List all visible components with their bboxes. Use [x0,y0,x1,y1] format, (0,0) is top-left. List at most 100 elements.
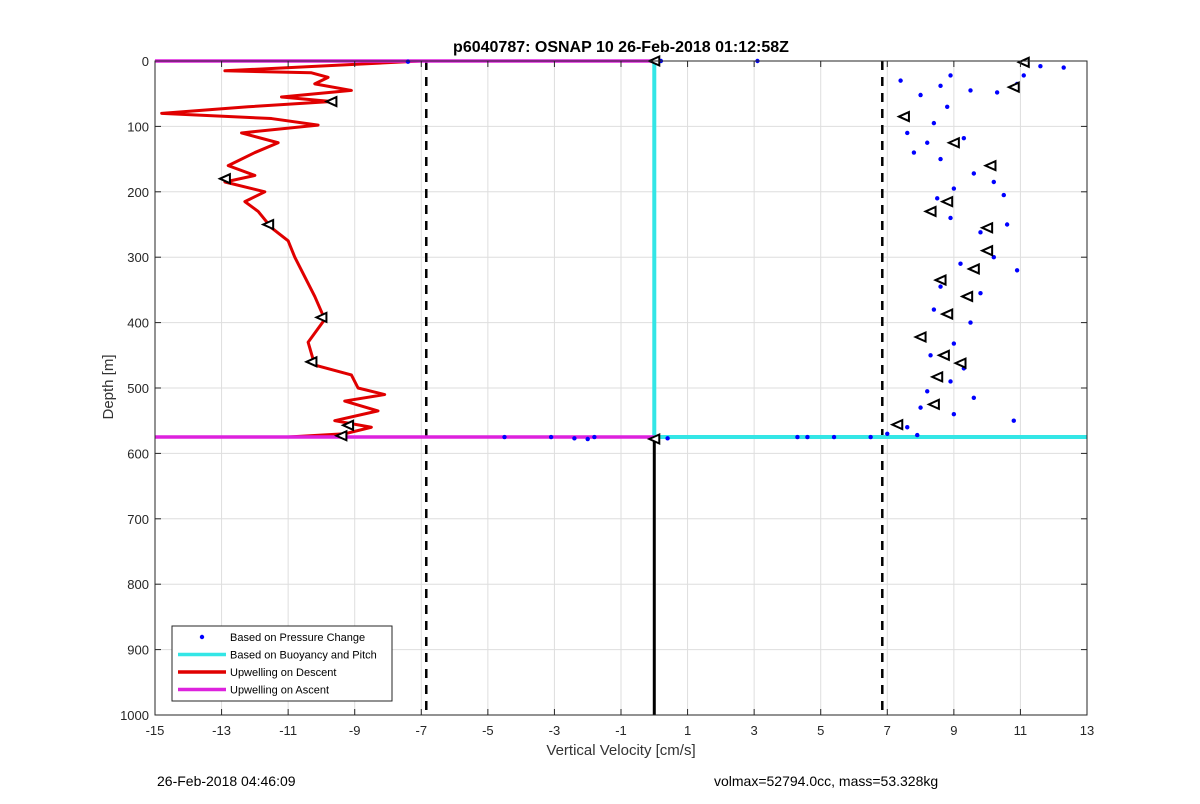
pressure-marker [939,308,954,321]
chart-title: p6040787: OSNAP 10 26-Feb-2018 01:12:58Z [453,39,789,56]
series-upwelling-descent [160,59,422,439]
descent-marker [340,419,355,432]
pressure-change-point [592,434,597,440]
y-tick-label: 600 [127,446,149,461]
legend-label: Based on Pressure Change [230,632,365,644]
pressure-change-point [1001,192,1006,198]
pressure-change-point [502,434,507,440]
x-tick-label: -13 [212,723,231,738]
pressure-change-point [1038,64,1043,69]
y-tick-label: 1000 [120,708,149,723]
footer-timestamp: 26-Feb-2018 04:46:09 [157,773,296,789]
x-tick-label: 5 [817,723,824,738]
pressure-change-point [948,215,953,221]
y-tick-label: 800 [127,577,149,592]
pressure-change-point [945,104,950,109]
pressure-marker [979,244,994,257]
legend-swatch-dot [199,634,205,640]
pressure-marker [1016,56,1030,69]
grid [154,60,1088,716]
pressure-change-point [905,130,910,136]
legend: Based on Pressure Change Based on Buoyanc… [171,625,393,702]
pressure-marker [1006,81,1020,94]
x-tick-label: -3 [549,723,561,738]
pressure-change-point [905,425,910,430]
pressure-change-point [805,434,810,440]
descent-marker [304,355,318,368]
x-tick-label: 11 [1014,723,1028,738]
pressure-marker [983,159,997,172]
y-tick-label: 300 [127,250,149,265]
descent-marker [313,311,328,324]
pressure-change-point [1014,268,1020,273]
pressure-change-point [918,405,923,410]
x-tick-label: 7 [884,723,891,738]
x-tick-label: 13 [1080,723,1094,738]
pressure-change-point [911,150,917,155]
descent-marker [646,432,661,446]
pressure-change-point [938,156,943,162]
descent-marker [333,429,348,442]
pressure-marker [959,290,974,303]
x-tick-label: -11 [279,723,297,738]
pressure-change-point [1021,73,1026,78]
y-tick-label: 400 [127,316,149,331]
y-tick-label: 500 [127,381,149,396]
pressure-change-point [1004,222,1010,227]
pressure-change-point [968,88,973,93]
pressure-marker [913,330,927,344]
pressure-marker [953,357,967,370]
x-tick-label: 1 [684,723,691,738]
pressure-marker [939,195,954,208]
pressure-change-point [795,434,800,440]
pressure-marker [896,110,910,123]
x-tick-label: -7 [416,723,428,738]
pressure-change-point [1011,418,1016,423]
pressure-change-point [948,73,953,78]
pressure-change-point [978,290,983,296]
pressure-change-point [948,379,953,384]
pressure-change-point [548,434,554,440]
x-tick-label: -15 [146,723,165,738]
x-tick-label: 3 [751,723,758,738]
pressure-marker [966,262,980,276]
descent-marker [217,172,231,185]
pressure-change-point [935,196,940,201]
pressure-marker [979,221,994,234]
pressure-change-point [951,341,957,346]
pressure-change-point [925,389,930,394]
pressure-change-point [978,230,983,235]
pressure-change-point [405,59,411,64]
pressure-change-point [925,140,930,145]
pressure-change-point [938,83,943,89]
pressure-change-point [868,434,873,440]
pressure-change-point [928,353,933,358]
x-tick-label: -9 [349,723,361,738]
y-axis-label: Depth [m] [100,354,117,419]
x-tick-label: -5 [482,723,494,738]
y-tick-label: 100 [127,119,149,134]
legend-label: Upwelling on Descent [230,667,336,679]
pressure-marker [929,370,944,383]
axes: -15 -13 -11 -9 -7 -5 -3 -1 1 3 5 7 9 11 13010020030040… [120,54,1094,738]
pressure-change-point [665,436,670,441]
pressure-change-point [951,411,957,417]
x-axis-label: Vertical Velocity [cm/s] [546,742,695,759]
pressure-change-point [931,120,937,126]
pressure-change-point [898,78,903,83]
pressure-change-point [831,434,837,440]
pressure-change-point [961,135,967,141]
pressure-marker [946,136,960,149]
descent-marker [260,218,275,231]
pressure-change-point [958,261,963,266]
pressure-marker [889,418,904,431]
pressure-marker [936,349,950,362]
pressure-change-point [931,307,937,312]
y-tick-label: 0 [142,54,149,69]
pressure-change-point [971,395,977,401]
pressure-marker [923,205,937,218]
pressure-change-point [951,186,957,191]
pressure-change-point [918,92,923,98]
pressure-change-point [991,179,996,185]
descent-marker [323,95,338,108]
